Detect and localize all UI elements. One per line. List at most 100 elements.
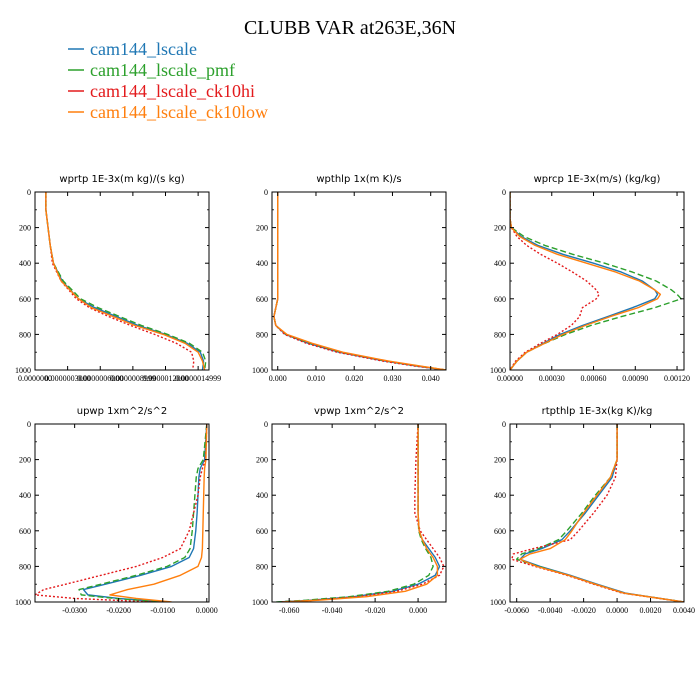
x-tick-label: 0.000 xyxy=(409,606,427,615)
y-tick-label: 200 xyxy=(494,456,506,465)
panel-title: wpthlp 1x(m K)/s xyxy=(316,174,401,185)
y-tick-label: 600 xyxy=(256,295,268,304)
legend-entry: cam144_lscale_ck10hi xyxy=(68,81,255,101)
x-tick-label: 0.0000008999 xyxy=(110,374,156,383)
figure-title: CLUBB VAR at263E,36N xyxy=(244,17,456,39)
series-line xyxy=(82,424,208,602)
x-tick-label: -0.020 xyxy=(365,606,386,615)
x-tick-label: -0.0040 xyxy=(538,606,563,615)
x-tick-label: 0.0000012000 xyxy=(143,374,189,383)
x-tick-label: 0.00090 xyxy=(622,374,648,383)
x-tick-label: 0.0000 xyxy=(196,606,218,615)
y-tick-label: 400 xyxy=(494,491,506,500)
x-tick-label: 0.00120 xyxy=(664,374,690,383)
x-tick-label: -0.0020 xyxy=(571,606,596,615)
series-group xyxy=(45,192,207,370)
y-tick-label: 1000 xyxy=(252,366,268,375)
y-tick-label: 800 xyxy=(19,330,31,339)
series-line xyxy=(282,424,439,602)
y-tick-label: 400 xyxy=(256,259,268,268)
y-tick-label: 800 xyxy=(256,562,268,571)
y-tick-label: 200 xyxy=(494,224,506,233)
chart-panel: wprtp 1E-3x(m kg)/(s kg) 0 200 400 600 800 100… xyxy=(15,174,221,383)
series-group xyxy=(510,424,684,602)
x-tick-label: 0.040 xyxy=(422,374,440,383)
y-tick-label: 0 xyxy=(264,188,268,197)
y-tick-label: 0 xyxy=(27,420,31,429)
legend-label: cam144_lscale_pmf xyxy=(90,60,235,80)
series-group xyxy=(276,424,445,602)
legend-entry: cam144_lscale_pmf xyxy=(68,60,235,80)
series-line xyxy=(273,192,446,370)
y-tick-label: 400 xyxy=(19,491,31,500)
chart-panel: upwp 1xm^2/s^2 0 200 400 600 800 1000 -0.0300 -0… xyxy=(15,406,218,615)
panel-title: wprcp 1E-3x(m/s) (kg/kg) xyxy=(534,174,661,185)
legend-entry: cam144_lscale_ck10low xyxy=(68,102,268,122)
legend-label: cam144_lscale_ck10low xyxy=(90,102,268,122)
panels: wprtp 1E-3x(m kg)/(s kg) 0 200 400 600 800 100… xyxy=(15,174,695,615)
x-tick-label: 0.030 xyxy=(383,374,401,383)
x-tick-label: -0.0100 xyxy=(150,606,175,615)
y-tick-label: 0 xyxy=(502,420,506,429)
y-tick-label: 400 xyxy=(256,491,268,500)
y-tick-label: 400 xyxy=(494,259,506,268)
legend-label: cam144_lscale xyxy=(90,39,197,59)
y-tick-label: 0 xyxy=(27,188,31,197)
series-line xyxy=(78,424,208,602)
series-line xyxy=(519,424,684,602)
y-tick-label: 800 xyxy=(19,562,31,571)
y-tick-label: 600 xyxy=(256,527,268,536)
series-line xyxy=(280,424,445,602)
chart-panel: wprcp 1E-3x(m/s) (kg/kg) 0 200 400 600 800 100… xyxy=(490,174,690,383)
x-tick-label: 0.0040 xyxy=(673,606,695,615)
series-line xyxy=(510,192,662,370)
legend-entry: cam144_lscale xyxy=(68,39,197,59)
y-tick-label: 0 xyxy=(502,188,506,197)
series-group xyxy=(273,192,446,370)
series-line xyxy=(510,192,659,370)
y-tick-label: 600 xyxy=(494,527,506,536)
panel-title: upwp 1xm^2/s^2 xyxy=(77,406,167,417)
panel-title: rtpthlp 1E-3x(kg K)/kg xyxy=(542,406,653,417)
x-tick-label: 0.00000 xyxy=(497,374,523,383)
y-tick-label: 200 xyxy=(19,224,31,233)
y-tick-label: 1000 xyxy=(490,598,506,607)
chart-panel: rtpthlp 1E-3x(kg K)/kg02004006008001000-… xyxy=(490,406,695,615)
y-tick-label: 800 xyxy=(494,562,506,571)
panel-title: vpwp 1xm^2/s^2 xyxy=(314,406,404,417)
legend: cam144_lscalecam144_lscale_pmfcam144_lsc… xyxy=(68,39,268,122)
y-tick-label: 600 xyxy=(494,295,506,304)
x-tick-label: 0.00030 xyxy=(539,374,565,383)
x-tick-label: 0.020 xyxy=(345,374,363,383)
x-tick-label: 0.010 xyxy=(307,374,325,383)
x-tick-label: 0.0000 xyxy=(606,606,628,615)
x-tick-label: 0.0000006000 xyxy=(77,374,123,383)
series-line xyxy=(35,424,208,602)
x-tick-label: -0.040 xyxy=(322,606,343,615)
series-line xyxy=(109,424,208,602)
series-group xyxy=(510,192,682,370)
y-tick-label: 1000 xyxy=(15,598,31,607)
series-group xyxy=(35,424,208,602)
x-tick-label: 0.0000014999 xyxy=(175,374,221,383)
series-line xyxy=(510,424,684,602)
x-tick-label: 0.00060 xyxy=(581,374,607,383)
series-line xyxy=(45,192,206,370)
y-tick-label: 600 xyxy=(19,295,31,304)
x-tick-label: -0.0200 xyxy=(106,606,131,615)
x-tick-label: -0.060 xyxy=(279,606,300,615)
y-tick-label: 1000 xyxy=(15,366,31,375)
x-tick-label: 0.000 xyxy=(269,374,287,383)
y-tick-label: 200 xyxy=(256,456,268,465)
legend-label: cam144_lscale_ck10hi xyxy=(90,81,255,101)
panel-title: wprtp 1E-3x(m kg)/(s kg) xyxy=(59,174,184,185)
chart-panel: vpwp 1xm^2/s^2 0 200 400 600 800 1000 -0.060 -0.… xyxy=(252,406,447,615)
x-tick-label: -0.0060 xyxy=(504,606,529,615)
x-tick-label: 0.0020 xyxy=(640,606,662,615)
y-tick-label: 0 xyxy=(264,420,268,429)
y-tick-label: 1000 xyxy=(252,598,268,607)
y-tick-label: 200 xyxy=(256,224,268,233)
